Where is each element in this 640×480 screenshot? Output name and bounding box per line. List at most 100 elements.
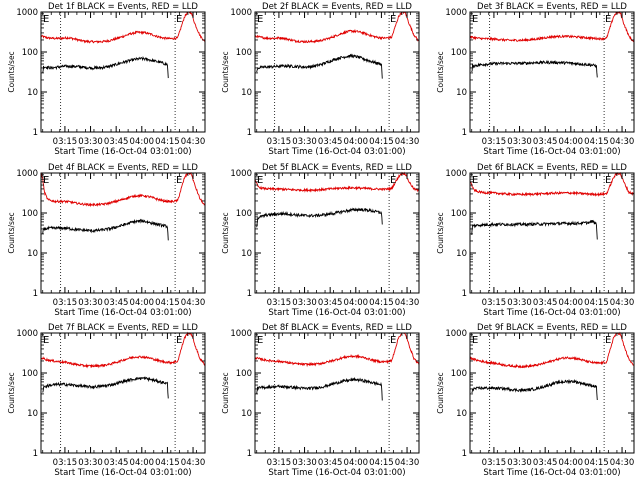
y-tick-label: 100: [451, 209, 467, 219]
plot-frame: [469, 11, 635, 133]
panel-title: Det 7f BLACK = Events, RED = LLD: [48, 323, 198, 333]
x-tick-label: 04:30: [395, 137, 420, 147]
lld-series-line: [254, 332, 420, 368]
x-tick-label: 03:15: [267, 458, 292, 468]
x-tick-label: 03:45: [318, 298, 343, 308]
y-tick-label: 10: [27, 409, 38, 419]
x-tick-label: 03:15: [482, 458, 507, 468]
plot-frame: [40, 11, 206, 133]
x-tick-label: 03:15: [482, 298, 507, 308]
lld-series-line: [40, 10, 206, 44]
x-tick-label: 03:30: [78, 458, 103, 468]
x-tick-label: 03:15: [482, 137, 507, 147]
y-tick-label: 10: [241, 409, 252, 419]
corner-marker-left: E: [472, 175, 478, 186]
panel-9: Det 9f BLACK = Events, RED = LLD 1 10 100 10…: [436, 323, 635, 478]
lld-series-line: [469, 171, 635, 197]
plot-frame: [40, 332, 206, 454]
y-tick-label: 1000: [230, 169, 252, 179]
y-tick-label: 1000: [16, 8, 38, 18]
x-tick-label: 03:45: [318, 458, 343, 468]
y-axis-label: Counts/sec: [221, 51, 230, 92]
corner-marker-left: E: [257, 335, 263, 346]
plot-frame: [254, 332, 420, 454]
x-tick-label: 04:30: [181, 458, 206, 468]
y-tick-label: 1000: [16, 329, 38, 339]
x-tick-label: 04:30: [610, 137, 635, 147]
x-tick-label: 03:30: [292, 298, 317, 308]
y-tick-label: 100: [22, 369, 38, 379]
x-tick-label: 03:45: [318, 137, 343, 147]
y-tick-label: 1: [33, 289, 38, 299]
x-axis-label: Start Time (16-Oct-04 03:01:00): [483, 147, 620, 157]
y-tick-label: 1: [462, 449, 467, 459]
x-tick-label: 04:00: [344, 458, 369, 468]
y-tick-label: 1: [247, 128, 252, 138]
panel-5: Det 5f BLACK = Events, RED = LLD 1 10 100 10…: [221, 163, 420, 318]
y-tick-label: 10: [27, 249, 38, 259]
events-series-line: [471, 219, 598, 240]
plot-frame: [40, 172, 206, 294]
x-tick-label: 03:30: [507, 137, 532, 147]
x-tick-label: 04:15: [155, 458, 180, 468]
y-tick-label: 10: [27, 88, 38, 98]
corner-marker-left: E: [257, 14, 263, 25]
lld-series-line: [40, 331, 206, 369]
x-tick-label: 04:15: [584, 298, 609, 308]
panel-1: Det 1f BLACK = Events, RED = LLD 1 10 100 10…: [7, 2, 206, 157]
corner-marker-left: E: [43, 14, 49, 25]
x-axis-label: Start Time (16-Oct-04 03:01:00): [54, 468, 191, 478]
x-tick-label: 04:30: [610, 458, 635, 468]
corner-marker-right: E: [176, 175, 182, 186]
y-tick-label: 1000: [230, 329, 252, 339]
x-axis-label: Start Time (16-Oct-04 03:01:00): [268, 147, 405, 157]
x-tick-label: 04:00: [559, 137, 584, 147]
panel-8: Det 8f BLACK = Events, RED = LLD 1 10 100 10…: [221, 323, 420, 478]
x-tick-label: 03:15: [53, 458, 78, 468]
x-tick-label: 04:15: [369, 458, 394, 468]
corner-marker-right: E: [605, 175, 611, 186]
y-axis-label: Counts/sec: [7, 372, 16, 413]
y-axis-label: Counts/sec: [436, 51, 445, 92]
x-tick-label: 03:30: [507, 298, 532, 308]
x-tick-label: 04:30: [181, 298, 206, 308]
plot-frame: [254, 11, 420, 133]
panel-title: Det 9f BLACK = Events, RED = LLD: [477, 323, 627, 333]
y-axis-label: Counts/sec: [221, 372, 230, 413]
plot-frame: [469, 332, 635, 454]
x-tick-label: 04:00: [559, 458, 584, 468]
corner-marker-right: E: [605, 335, 611, 346]
y-tick-label: 100: [451, 369, 467, 379]
x-tick-label: 04:30: [395, 458, 420, 468]
corner-marker-right: E: [176, 335, 182, 346]
plot-frame: [469, 172, 635, 294]
plot-frame: [254, 172, 420, 294]
y-tick-label: 10: [456, 249, 467, 259]
y-tick-label: 10: [456, 409, 467, 419]
corner-marker-right: E: [605, 14, 611, 25]
x-tick-label: 03:30: [78, 137, 103, 147]
y-tick-label: 100: [22, 209, 38, 219]
x-tick-label: 04:15: [155, 298, 180, 308]
x-tick-label: 04:15: [369, 298, 394, 308]
y-tick-label: 1: [33, 449, 38, 459]
y-tick-label: 1: [247, 289, 252, 299]
x-tick-label: 04:15: [369, 137, 394, 147]
corner-marker-left: E: [257, 175, 263, 186]
x-tick-label: 04:00: [130, 458, 155, 468]
x-tick-label: 03:15: [267, 137, 292, 147]
panel-7: Det 7f BLACK = Events, RED = LLD 1 10 100 10…: [7, 323, 206, 478]
x-tick-label: 04:15: [155, 137, 180, 147]
y-tick-label: 1000: [16, 169, 38, 179]
y-tick-label: 10: [241, 88, 252, 98]
x-tick-label: 04:30: [610, 298, 635, 308]
corner-marker-right: E: [390, 175, 396, 186]
y-tick-label: 100: [236, 209, 252, 219]
lld-series-line: [469, 331, 635, 369]
x-tick-label: 03:30: [78, 298, 103, 308]
lld-series-line: [469, 11, 635, 43]
lld-series-line: [40, 171, 206, 208]
x-tick-label: 03:15: [267, 298, 292, 308]
y-tick-label: 1000: [445, 8, 467, 18]
y-tick-label: 1: [247, 449, 252, 459]
